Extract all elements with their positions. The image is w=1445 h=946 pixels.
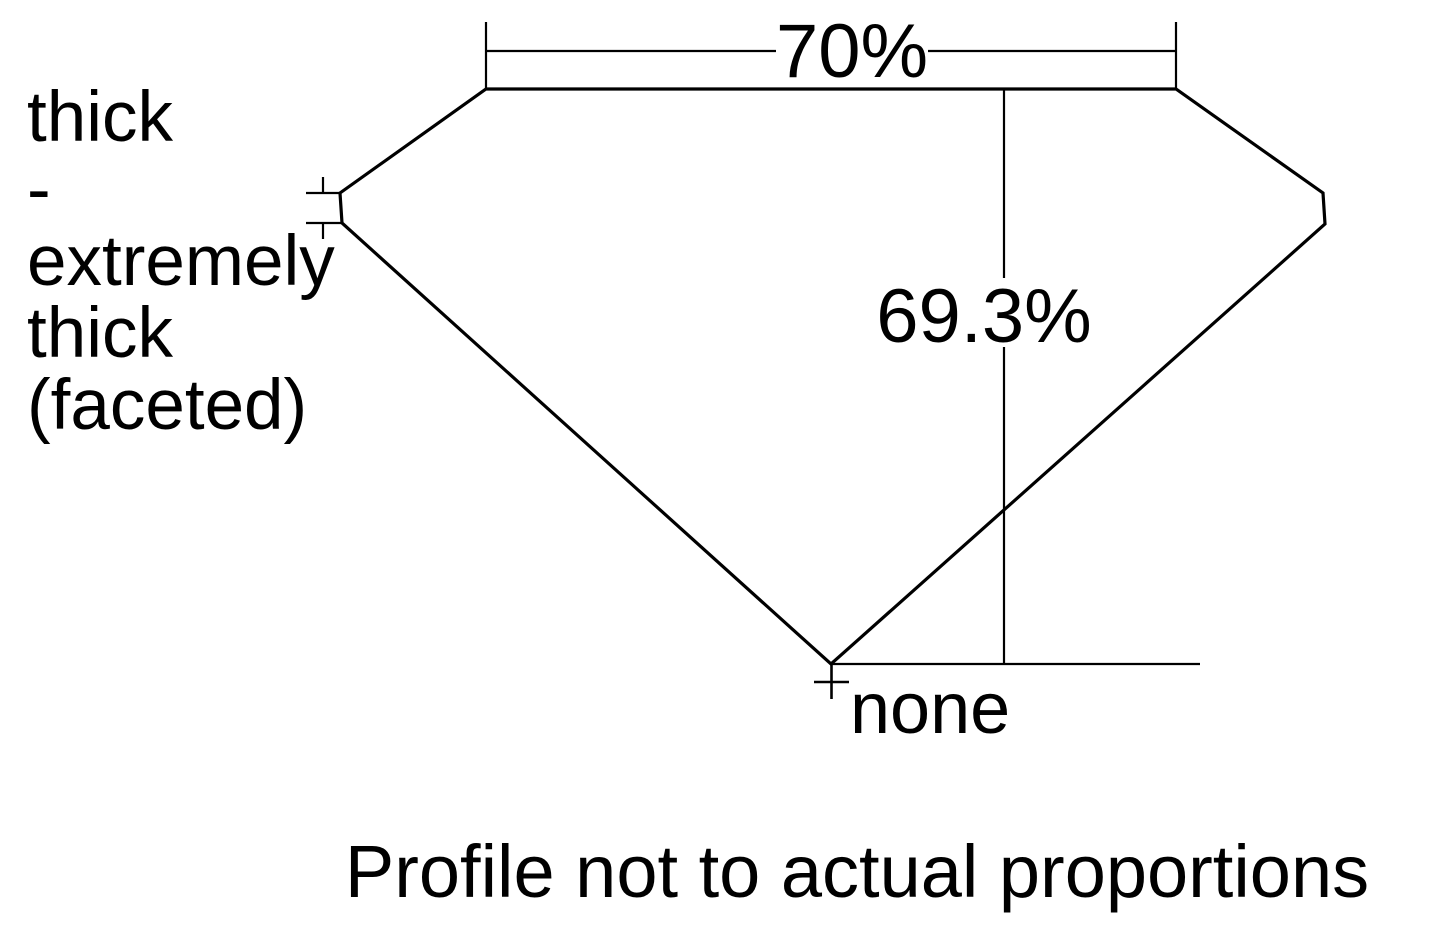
girdle-label-line-5: (faceted) <box>27 366 307 445</box>
culet-label: none <box>850 669 1010 749</box>
table-percentage-label: 70% <box>776 9 928 94</box>
girdle-label-line-2: - <box>27 150 51 229</box>
girdle-label-line-3: extremely <box>27 222 335 301</box>
girdle-label-line-1: thick <box>27 78 173 157</box>
girdle-thickness-label: thick - extremely thick (faceted) <box>27 78 335 445</box>
depth-percentage-label: 69.3% <box>876 274 1092 359</box>
girdle-label-line-4: thick <box>27 294 173 373</box>
caption-text: Profile not to actual proportions <box>345 830 1369 913</box>
diamond-outline <box>338 87 1327 667</box>
